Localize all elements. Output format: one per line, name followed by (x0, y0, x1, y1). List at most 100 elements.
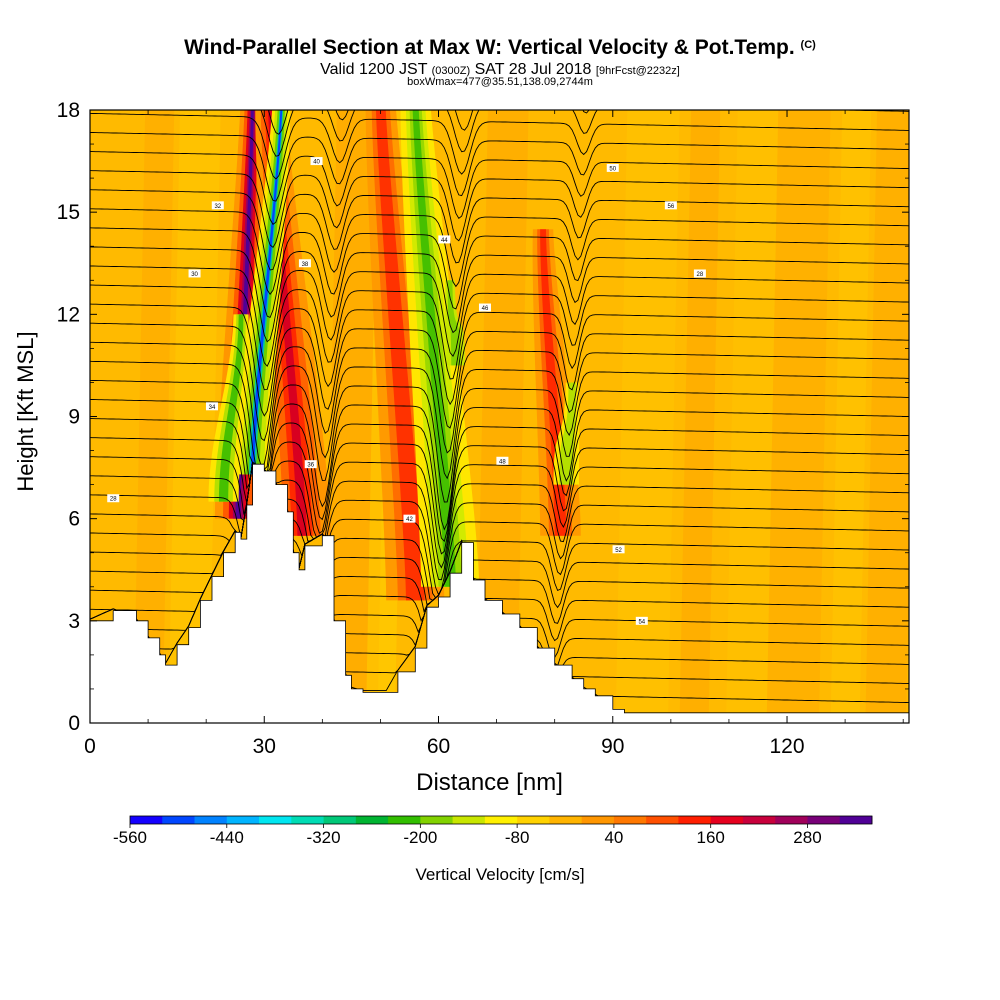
isentrope-line (90, 461, 909, 599)
isentrope-line (90, 112, 909, 180)
colorbar-frame (129, 815, 873, 825)
isentrope-line (90, 461, 909, 609)
background-streak (133, 110, 175, 723)
isentrope-line (90, 284, 909, 391)
isentrope-label: 46 (482, 306, 489, 312)
colorbar-swatch (646, 816, 679, 824)
colorbar-swatch (807, 816, 841, 824)
background-streak (766, 110, 831, 723)
colorbar-tick-label: -560 (113, 828, 147, 847)
x-tick-label: 30 (253, 735, 276, 758)
box-info: boxWmax=477@35.51,138.09,2744m (407, 76, 593, 88)
colorbar-swatch (355, 816, 389, 824)
isentrope-label-bg (478, 303, 491, 312)
y-tick-label: 18 (57, 99, 80, 122)
isentrope-label-bg (310, 157, 323, 166)
isentrope-label: 38 (302, 262, 309, 268)
colorbar-tick-label: -80 (505, 828, 530, 847)
y-axis-label: Height [Kft MSL] (13, 331, 38, 491)
isentrope-line (90, 189, 909, 271)
colorbar-swatch (162, 816, 195, 824)
downdraft-plume (218, 314, 244, 502)
isentrope-label-bg (438, 235, 451, 244)
colorbar-swatch (452, 816, 486, 824)
isentrope-label: 36 (307, 463, 314, 469)
isentrope-line (90, 170, 909, 248)
colorbar-tick-label: 40 (604, 828, 623, 847)
isentrope-label-bg (403, 514, 416, 523)
isentrope-line (90, 399, 909, 531)
copyright-mark: (C) (800, 39, 816, 51)
colorbar-swatch (678, 816, 712, 824)
isentrope-line (90, 132, 909, 202)
y-tick-label: 6 (68, 508, 80, 531)
x-tick-label: 0 (84, 735, 96, 758)
colorbar-swatch (710, 816, 744, 824)
isentrope-label-bg (612, 545, 625, 554)
y-tick-label: 12 (57, 303, 80, 326)
isentrope-line (90, 322, 909, 442)
y-tick-label: 0 (68, 712, 80, 735)
isentrope-line (90, 303, 909, 417)
colorbar-swatch (194, 816, 228, 824)
valid-time-utc: (0300Z) (431, 65, 471, 77)
isentrope-label: 40 (313, 160, 320, 166)
isentrope-label-bg (304, 460, 317, 469)
isentrope-label-bg (211, 201, 224, 210)
forecast-info: [9hrFcst@2232z] (595, 65, 680, 77)
colorbar-swatch (581, 816, 615, 824)
colorbar-swatch (549, 816, 583, 824)
colorbar-swatch (259, 816, 292, 824)
isentrope-label: 50 (609, 166, 616, 172)
isentrope-line (90, 437, 909, 555)
colorbar-tick-label: 280 (793, 828, 821, 847)
isentrope-label-bg (496, 456, 509, 465)
isentrope-line (90, 208, 909, 295)
background-streak (726, 110, 779, 723)
isentrope-label: 34 (209, 405, 216, 411)
isentrope-line (90, 461, 909, 601)
isentrope-label: 52 (615, 548, 622, 554)
background-streak (679, 110, 721, 723)
colorbar-swatch (226, 816, 260, 824)
isentrope-label: 56 (668, 204, 675, 210)
isentrope-line (90, 456, 909, 569)
chart-subtitle: Valid 1200 JST (0300Z) SAT 28 Jul 2018 [… (0, 61, 1000, 79)
colorbar-label: Vertical Velocity [cm/s] (415, 865, 584, 884)
x-tick-label: 60 (427, 735, 450, 758)
isentrope-line (90, 461, 909, 581)
isentrope-label-bg (188, 269, 201, 278)
colorbar-swatch (323, 816, 357, 824)
isentrope-label-bg (693, 269, 706, 278)
y-tick-label: 9 (68, 406, 80, 429)
colorbar-swatch (420, 816, 454, 824)
isentrope-line (90, 379, 909, 503)
isentrope-line (90, 265, 909, 368)
colorbar-swatch (388, 816, 421, 824)
isentrope-label: 42 (406, 517, 413, 523)
isentrope-label-bg (635, 616, 648, 625)
isentrope-label: 30 (191, 272, 198, 278)
colorbar-swatch (613, 816, 647, 824)
valid-date: SAT 28 Jul 2018 (474, 61, 592, 78)
isentropes: 28 30 32 34 36 38 40 42 44 46 48 50 52 54 56 28 (90, 110, 909, 704)
colorbar-tick-label: -320 (307, 828, 341, 847)
colorbar-swatch (517, 816, 550, 824)
y-tick-label: 15 (57, 201, 80, 224)
isentrope-line (90, 418, 909, 543)
valid-time-local: Valid 1200 JST (320, 61, 428, 78)
isentrope-label: 44 (441, 238, 448, 244)
colorbar-tick-label: -200 (403, 828, 437, 847)
x-tick-label: 120 (769, 735, 804, 758)
isentrope-label: 28 (110, 497, 117, 503)
isentrope-line (90, 227, 909, 318)
isentrope-line (90, 360, 909, 480)
colorbar: -560 -440 -320 -200 -80 40 160 280 Vertical Velo… (113, 815, 873, 884)
colorbar-swatch (291, 816, 324, 824)
isentrope-line (90, 151, 909, 225)
isentrope-label: 28 (697, 272, 704, 278)
colorbar-swatch (484, 816, 518, 824)
downdraft-plume (559, 382, 576, 485)
updraft-plume (376, 110, 425, 601)
